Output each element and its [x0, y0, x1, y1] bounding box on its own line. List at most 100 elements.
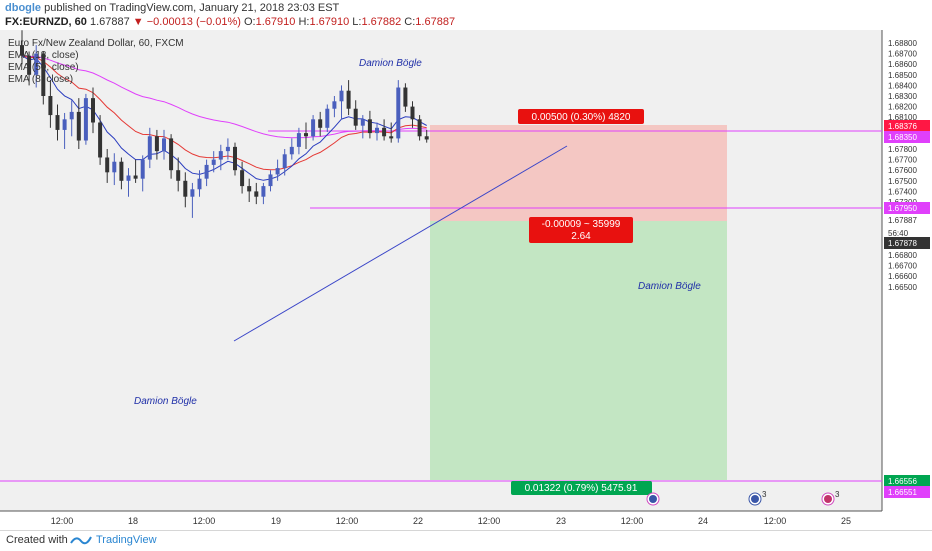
candle-body [339, 90, 344, 102]
price-tick-label: 1.67400 [888, 187, 917, 196]
candle-body [389, 136, 394, 139]
footer: Created with TradingView [0, 530, 932, 551]
tradingview-brand-link[interactable]: TradingView [96, 534, 157, 546]
candle-body [140, 159, 145, 179]
event-flag-inner-icon [649, 495, 657, 503]
candle-body [318, 119, 323, 128]
ema18-line [21, 55, 427, 171]
price-badges: 1.68376 1.68350 1.67950 1.67887 56:401.67878… [884, 120, 930, 498]
candle-body [332, 101, 337, 109]
price-change: ▼ −0.00013 (−0.01%) [132, 16, 241, 28]
candle-body [69, 111, 74, 120]
candle-body [162, 138, 166, 152]
stop-zone[interactable] [430, 221, 727, 480]
price-tick-label: 1.66800 [888, 251, 917, 260]
ohlc-l-label: L: [352, 16, 362, 28]
candles [20, 30, 429, 218]
candle-body [133, 175, 138, 179]
price-tick-label: 1.66700 [888, 262, 917, 271]
time-axis-bg[interactable] [0, 511, 932, 530]
legend-ema18[interactable]: EMA (18, close) [8, 50, 79, 61]
entry-label-line1: -0.00009 ~ 35999 [542, 219, 621, 230]
candle-body [62, 119, 67, 130]
candle-body [424, 136, 429, 140]
price-tick-label: 1.68400 [888, 81, 917, 90]
legend-ema50[interactable]: EMA (50, close) [8, 62, 79, 73]
price-tick-label: 1.68100 [888, 113, 917, 122]
time-tick-labels: 12:00 18 12:00 19 12:00 22 12:00 23 12:00 24 12:00… [51, 516, 851, 526]
stop-label-bg [511, 481, 652, 495]
candle-body [190, 189, 195, 197]
entry-label-bg [529, 217, 633, 243]
price-badge [884, 214, 930, 226]
target-label-box[interactable]: 0.00500 (0.30%) 4820 [518, 109, 644, 124]
candle-body [218, 151, 223, 160]
candle-body [233, 146, 237, 171]
candle-body [154, 136, 159, 152]
stop-label: 0.01322 (0.79%) 5475.91 [525, 483, 638, 494]
event-flag-inner-icon [824, 495, 832, 503]
chart-svg[interactable]: Euro Fx/New Zealand Dollar, 60, FXCM EMA… [0, 30, 932, 530]
chart-area[interactable]: Euro Fx/New Zealand Dollar, 60, FXCM EMA… [0, 30, 932, 530]
watermark-left: Damion Bögle [134, 396, 197, 407]
legend-ema8[interactable]: EMA (8, close) [8, 74, 73, 85]
trend-line[interactable] [233, 145, 568, 342]
price-tick-label: 1.67500 [888, 177, 917, 186]
time-tick-label: 12:00 [478, 516, 501, 526]
candle-body [55, 115, 60, 130]
ohlc-high: 1.67910 [309, 16, 350, 28]
candle-body [410, 106, 415, 120]
price-axis-bg[interactable] [882, 30, 932, 511]
candle-body [375, 127, 379, 134]
price-tick-label: 1.67800 [888, 145, 917, 154]
candle-body [346, 90, 351, 109]
candle-body [282, 154, 287, 169]
price-tick-label: 1.67600 [888, 166, 917, 175]
candle-body [289, 146, 294, 155]
candle-body [353, 108, 358, 126]
target-label: 0.00500 (0.30%) 4820 [532, 112, 631, 123]
candle-body [204, 164, 209, 179]
price-badge-label: 1.68376 [888, 122, 917, 131]
entry-label-box[interactable]: -0.00009 ~ 35999 2.64 [529, 217, 633, 243]
price-badge [884, 202, 930, 214]
candle-body [34, 53, 39, 75]
candle-body [183, 180, 188, 197]
target-zone[interactable] [430, 125, 727, 221]
author-link[interactable]: dbogle [5, 2, 42, 14]
price-badge-label: 1.67878 [888, 239, 917, 248]
chart-header: dbogle published on TradingView.com, Jan… [0, 0, 932, 30]
ohlc-o-label: O: [244, 16, 256, 28]
candle-body [360, 119, 365, 126]
candle-body [176, 170, 181, 181]
candle-body [147, 136, 152, 160]
event-markers: 3 3 [646, 490, 840, 506]
price-tick-label: 1.66600 [888, 272, 917, 281]
candle-body [91, 98, 95, 123]
price-badge-label: 1.66556 [888, 477, 917, 486]
price-badge [884, 237, 930, 249]
candle-body [304, 133, 308, 137]
tradingview-logo-icon[interactable] [70, 533, 92, 547]
time-tick-label: 25 [841, 516, 851, 526]
stop-label-box[interactable]: 0.01322 (0.79%) 5475.91 [511, 481, 652, 495]
time-tick-label: 23 [556, 516, 566, 526]
price-tick-label: 1.68500 [888, 71, 917, 80]
time-tick-label: 18 [128, 516, 138, 526]
ohlc-close: 1.67887 [415, 16, 456, 28]
candle-body [83, 98, 88, 141]
time-tick-label: 12:00 [764, 516, 787, 526]
legend: Euro Fx/New Zealand Dollar, 60, FXCM EMA… [8, 38, 184, 85]
candle-body [261, 186, 266, 197]
watermark-right: Damion Bögle [638, 281, 701, 292]
candle-body [254, 191, 259, 197]
event-count: 3 [835, 490, 840, 499]
price-badge [884, 120, 930, 132]
candle-body [126, 175, 131, 181]
candle-body [76, 111, 81, 141]
last-price: 1.67887 [89, 16, 130, 28]
symbol-label: FX:EURNZD, 60 [5, 16, 87, 28]
symbol-info: FX:EURNZD, 60 1.67887 ▼ −0.00013 (−0.01%… [5, 16, 455, 28]
candle-body [41, 53, 46, 96]
